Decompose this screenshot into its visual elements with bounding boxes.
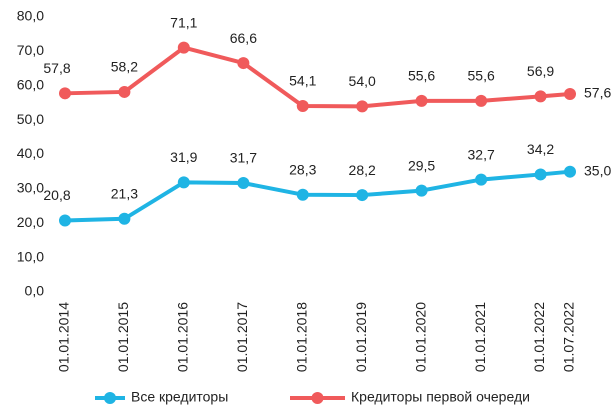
series-line (64, 169, 571, 223)
data-label: 57,8 (43, 60, 70, 76)
x-tick-label: 01.01.2022 (531, 302, 547, 372)
data-point (59, 87, 71, 100)
data-label: 35,0 (584, 162, 611, 178)
data-label: 71,1 (170, 14, 197, 30)
x-tick-label: 01.01.2015 (115, 302, 131, 372)
data-label: 34,2 (527, 141, 554, 157)
legend-label: Все кредиторы (131, 389, 228, 405)
data-label: 56,9 (527, 63, 554, 79)
data-label: 54,0 (349, 73, 376, 89)
data-label: 31,7 (230, 150, 257, 166)
data-label: 31,9 (170, 149, 197, 165)
y-tick-label: 20,0 (17, 214, 44, 230)
data-point (177, 176, 190, 189)
x-tick-label: 01.01.2020 (412, 302, 428, 372)
data-point (415, 94, 428, 107)
y-tick-label: 50,0 (17, 111, 44, 127)
y-tick-label: 70,0 (17, 42, 44, 58)
data-label: 21,3 (111, 185, 138, 201)
data-point (415, 184, 428, 197)
y-tick-label: 10,0 (17, 248, 44, 264)
x-tick-label: 01.01.2017 (234, 302, 250, 372)
data-label: 20,8 (43, 187, 70, 203)
data-point (475, 173, 488, 186)
y-tick-label: 80,0 (17, 8, 44, 24)
y-tick-label: 0,0 (25, 283, 45, 299)
data-label: 28,3 (289, 161, 316, 177)
data-point (296, 188, 309, 201)
data-label: 32,7 (468, 146, 495, 162)
data-point (534, 168, 547, 181)
data-point (237, 57, 250, 70)
data-point (356, 100, 369, 113)
x-tick-label: 01.07.2022 (561, 302, 577, 372)
data-label: 66,6 (230, 30, 257, 46)
data-point (118, 85, 131, 98)
data-label: 28,2 (349, 162, 376, 178)
data-point (118, 212, 131, 225)
x-tick-label: 01.01.2019 (353, 302, 369, 372)
data-label: 58,2 (111, 59, 138, 75)
data-label: 57,6 (584, 85, 611, 101)
data-label: 55,6 (408, 68, 435, 84)
data-point (237, 177, 250, 190)
data-point (564, 165, 576, 178)
legend-marker (311, 392, 324, 404)
data-point (475, 94, 488, 107)
data-point (564, 88, 576, 100)
y-tick-label: 30,0 (17, 180, 44, 196)
series-line (64, 45, 571, 109)
legend-label: Кредиторы первой очереди (351, 389, 530, 405)
legend-marker (104, 392, 116, 404)
x-tick-label: 01.01.2021 (472, 302, 488, 372)
data-point (59, 214, 71, 227)
y-tick-label: 40,0 (17, 145, 44, 161)
data-point (296, 100, 309, 113)
x-tick-label: 01.01.2014 (56, 302, 72, 372)
data-label: 55,6 (468, 68, 495, 84)
x-tick-label: 01.01.2016 (175, 302, 191, 372)
data-label: 54,1 (289, 73, 316, 89)
data-label: 29,5 (408, 157, 435, 173)
data-point (177, 41, 190, 54)
y-tick-label: 60,0 (17, 76, 44, 92)
data-point (534, 90, 547, 103)
data-point (356, 189, 369, 202)
x-tick-label: 01.01.2018 (293, 302, 309, 372)
